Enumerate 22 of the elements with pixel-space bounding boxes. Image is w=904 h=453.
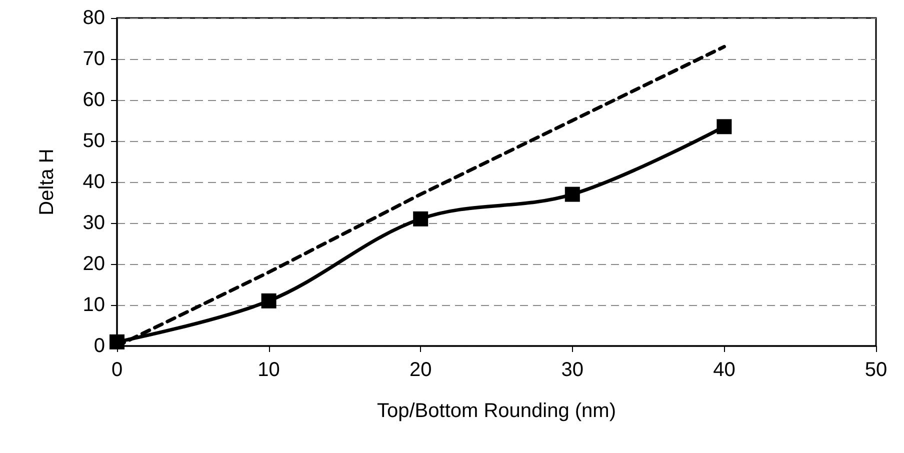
x-tick-label: 10 xyxy=(258,359,280,381)
x-tick-label: 40 xyxy=(713,359,736,381)
y-tick-label: 20 xyxy=(82,253,105,275)
y-tick-label: 0 xyxy=(94,335,105,357)
x-tick-label: 30 xyxy=(561,359,584,381)
x-tick-label: 20 xyxy=(409,359,432,381)
y-tick-label: 40 xyxy=(82,171,105,193)
point xyxy=(413,211,428,226)
y-tick-label: 10 xyxy=(82,294,105,316)
point xyxy=(564,186,580,202)
x-tick-label: 0 xyxy=(111,359,123,381)
x-tick-label: 50 xyxy=(864,359,888,381)
point xyxy=(110,334,124,350)
y-tick-label: 60 xyxy=(82,89,105,111)
x-axis-title: Top/Bottom Rounding (nm) xyxy=(376,400,616,422)
y-axis-title: Delta H xyxy=(36,148,58,216)
y-tick-label: 70 xyxy=(82,48,105,70)
y-tick-label: 50 xyxy=(82,130,105,152)
point xyxy=(716,119,732,134)
point xyxy=(261,293,276,308)
y-tick-label: 80 xyxy=(82,7,105,29)
y-tick-label: 30 xyxy=(82,212,105,234)
